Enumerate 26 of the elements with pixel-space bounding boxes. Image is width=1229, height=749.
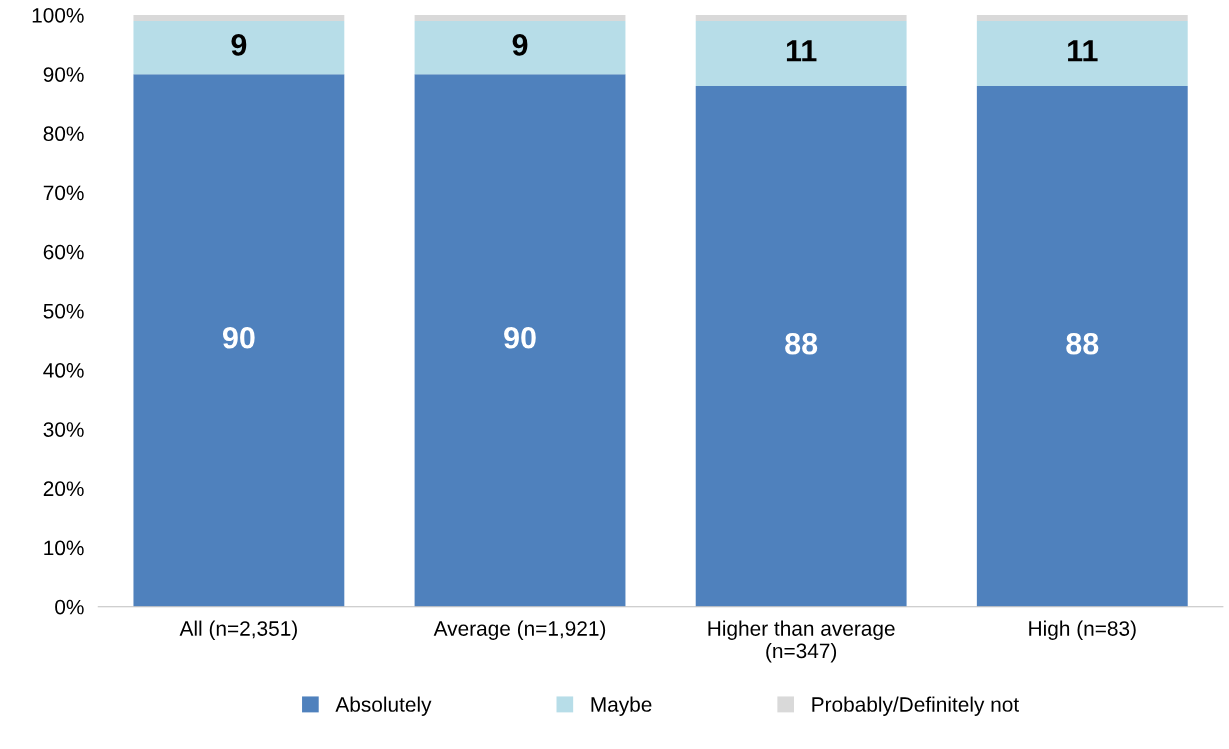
y-tick-label: 50%: [43, 303, 84, 319]
x-tick-label: Higher than average (n=347): [708, 620, 895, 663]
y-tick-label: 80%: [43, 126, 84, 142]
y-tick-label: 20%: [43, 481, 84, 497]
x-tick-label: Average (n=1,921): [433, 620, 606, 640]
legend-label: Maybe: [591, 696, 652, 716]
y-tick-label: 100%: [32, 7, 84, 23]
data-label: 90: [222, 326, 255, 349]
x-tick-label: All (n=2,351): [179, 620, 297, 640]
y-tick-label: 90%: [43, 67, 84, 82]
data-label: 11: [1068, 40, 1098, 62]
data-label: 88: [1066, 332, 1099, 355]
data-label: 9: [231, 34, 247, 56]
data-label: 90: [504, 326, 536, 349]
y-tick-label: 40%: [43, 363, 84, 378]
y-tick-label: 30%: [43, 422, 84, 437]
y-tick-label: 60%: [43, 244, 84, 260]
y-tick-label: 10%: [44, 540, 84, 556]
data-label: 88: [785, 332, 818, 355]
y-tick-label: 70%: [43, 185, 84, 201]
data-label: 9: [512, 34, 528, 56]
y-tick-label: 0%: [55, 599, 84, 615]
data-label: 11: [786, 40, 817, 62]
x-tick-label: High (n=83): [1029, 620, 1136, 640]
legend-label: Absolutely: [335, 696, 432, 716]
legend-label: Probably/Definitely not: [812, 696, 1019, 716]
